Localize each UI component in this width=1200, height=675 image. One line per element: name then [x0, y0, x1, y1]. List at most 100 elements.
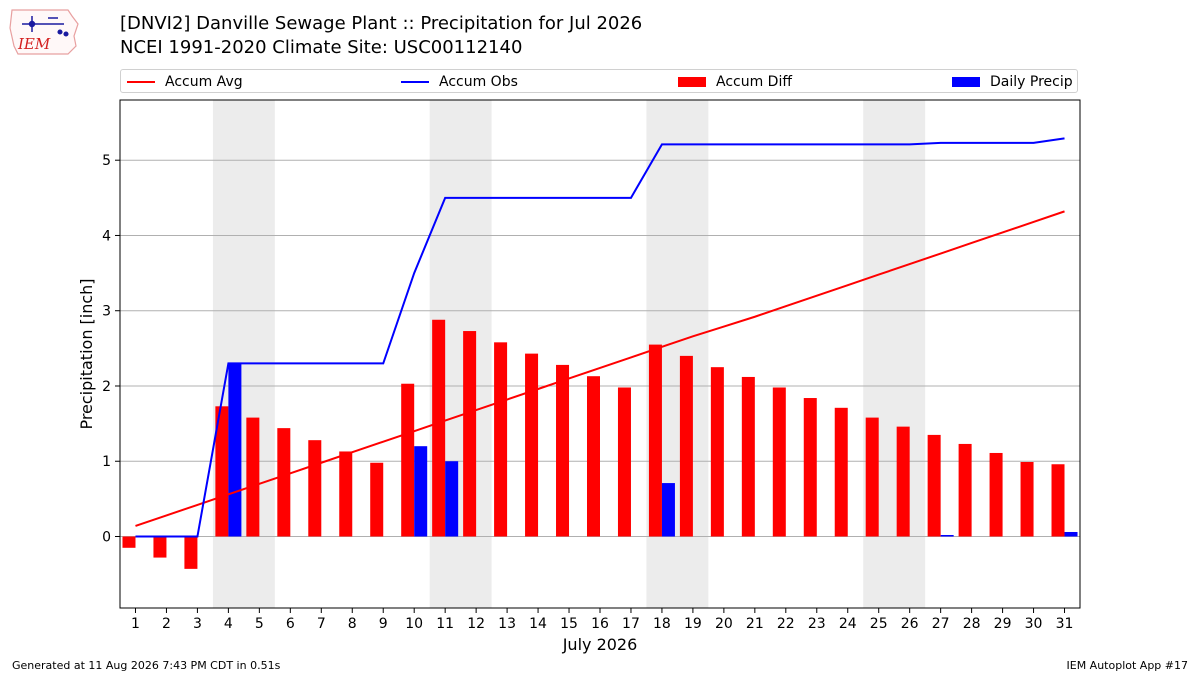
bar-daily-precip [661, 483, 675, 537]
chart-legend: Accum Avg Accum Obs Accum Diff Daily Pre… [120, 69, 1078, 93]
x-tick-label: 10 [405, 616, 423, 632]
x-tick-label: 21 [746, 616, 764, 632]
bar-accum-diff [834, 407, 848, 537]
legend-item-daily-precip: Daily Precip [952, 72, 1073, 92]
legend-label-accum-obs: Accum Obs [439, 74, 518, 90]
x-tick-label: 23 [808, 616, 826, 632]
y-axis-label: Precipitation [inch] [77, 278, 96, 429]
bar-accum-diff [989, 452, 1003, 537]
bar-accum-diff [339, 451, 353, 537]
bar-accum-diff [153, 536, 167, 558]
x-tick-label: 12 [467, 616, 485, 632]
x-tick-label: 5 [255, 616, 264, 632]
x-tick-label: 11 [436, 616, 454, 632]
bar-accum-diff [184, 536, 198, 569]
x-tick-label: 20 [715, 616, 733, 632]
x-tick-label: 27 [932, 616, 950, 632]
x-tick-label: 17 [622, 616, 640, 632]
app-credit: IEM Autoplot App #17 [1066, 659, 1189, 672]
bar-accum-diff [896, 426, 910, 537]
weather-station-icon [22, 16, 69, 37]
x-tick-label: 24 [839, 616, 857, 632]
bar-accum-diff [803, 398, 817, 537]
bar-daily-precip [228, 363, 242, 537]
y-tick-label: 1 [102, 454, 111, 470]
bar-accum-diff [1020, 461, 1034, 537]
bar-daily-precip [1064, 531, 1078, 537]
x-tick-label: 19 [684, 616, 702, 632]
x-tick-label: 14 [529, 616, 547, 632]
bar-accum-diff [679, 355, 693, 537]
legend-swatch-accum-avg [127, 81, 155, 83]
x-tick-label: 9 [379, 616, 388, 632]
iowa-state-outline [9, 9, 79, 55]
bar-accum-diff [556, 364, 570, 537]
line-accum-avg [135, 210, 1065, 527]
line-accum-obs [135, 137, 1065, 538]
bar-accum-diff [370, 462, 384, 537]
bar-accum-diff [463, 331, 477, 537]
x-tick-label: 15 [560, 616, 578, 632]
legend-label-accum-diff: Accum Diff [716, 74, 793, 90]
bar-accum-diff [432, 319, 446, 537]
x-tick-label: 30 [1025, 616, 1043, 632]
x-tick-label: 8 [348, 616, 357, 632]
x-tick-label: 6 [286, 616, 295, 632]
legend-item-accum-obs: Accum Obs [401, 72, 518, 92]
bar-accum-diff [401, 383, 415, 537]
x-tick-label: 3 [193, 616, 202, 632]
bar-accum-diff [617, 387, 631, 537]
x-tick-label: 28 [963, 616, 981, 632]
iem-logo: IEM [9, 9, 79, 55]
y-tick-label: 0 [102, 530, 111, 546]
bars [122, 319, 1078, 569]
bar-accum-diff [741, 376, 755, 537]
y-tick-label: 4 [102, 228, 111, 244]
x-tick-label: 22 [777, 616, 795, 632]
legend-label-daily-precip: Daily Precip [990, 74, 1073, 90]
bar-accum-diff [958, 443, 972, 537]
bar-accum-diff [586, 376, 600, 537]
y-tick-label: 2 [102, 379, 111, 395]
bar-accum-diff [772, 387, 786, 537]
generated-timestamp: Generated at 11 Aug 2026 7:43 PM CDT in … [12, 659, 281, 672]
lines [135, 137, 1065, 538]
bar-daily-precip [414, 446, 428, 537]
x-axis-label: July 2026 [562, 635, 638, 654]
bar-accum-diff [494, 342, 508, 537]
x-tick-label: 18 [653, 616, 671, 632]
x-tick-label: 16 [591, 616, 609, 632]
bar-accum-diff [246, 417, 260, 537]
y-tick-label: 5 [102, 153, 111, 169]
bar-accum-diff [927, 434, 941, 537]
y-tick-label: 3 [102, 304, 111, 320]
bar-accum-diff [215, 406, 229, 537]
bar-accum-diff [865, 417, 879, 537]
chart-title: [DNVI2] Danville Sewage Plant :: Precipi… [120, 13, 643, 34]
bar-accum-diff [710, 367, 724, 537]
legend-swatch-accum-diff [678, 77, 706, 87]
bar-daily-precip [940, 534, 954, 537]
legend-swatch-accum-obs [401, 81, 429, 83]
bar-accum-diff [277, 428, 291, 537]
x-tick-label: 13 [498, 616, 516, 632]
x-tick-label: 25 [870, 616, 888, 632]
x-tick-label: 26 [901, 616, 919, 632]
plot-frame [119, 99, 1081, 609]
bar-accum-diff [308, 440, 322, 537]
x-tick-label: 29 [994, 616, 1012, 632]
legend-swatch-daily-precip [952, 77, 980, 87]
x-tick-label: 4 [224, 616, 233, 632]
bar-accum-diff [525, 353, 539, 537]
bar-daily-precip [445, 461, 459, 537]
bar-accum-diff [122, 536, 136, 548]
x-tick-label: 1 [131, 616, 140, 632]
bar-accum-diff [648, 344, 662, 537]
bar-accum-diff [1051, 464, 1065, 537]
chart-subtitle: NCEI 1991-2020 Climate Site: USC00112140 [120, 37, 523, 58]
legend-label-accum-avg: Accum Avg [165, 74, 243, 90]
x-tick-label: 7 [317, 616, 326, 632]
legend-item-accum-diff: Accum Diff [678, 72, 792, 92]
